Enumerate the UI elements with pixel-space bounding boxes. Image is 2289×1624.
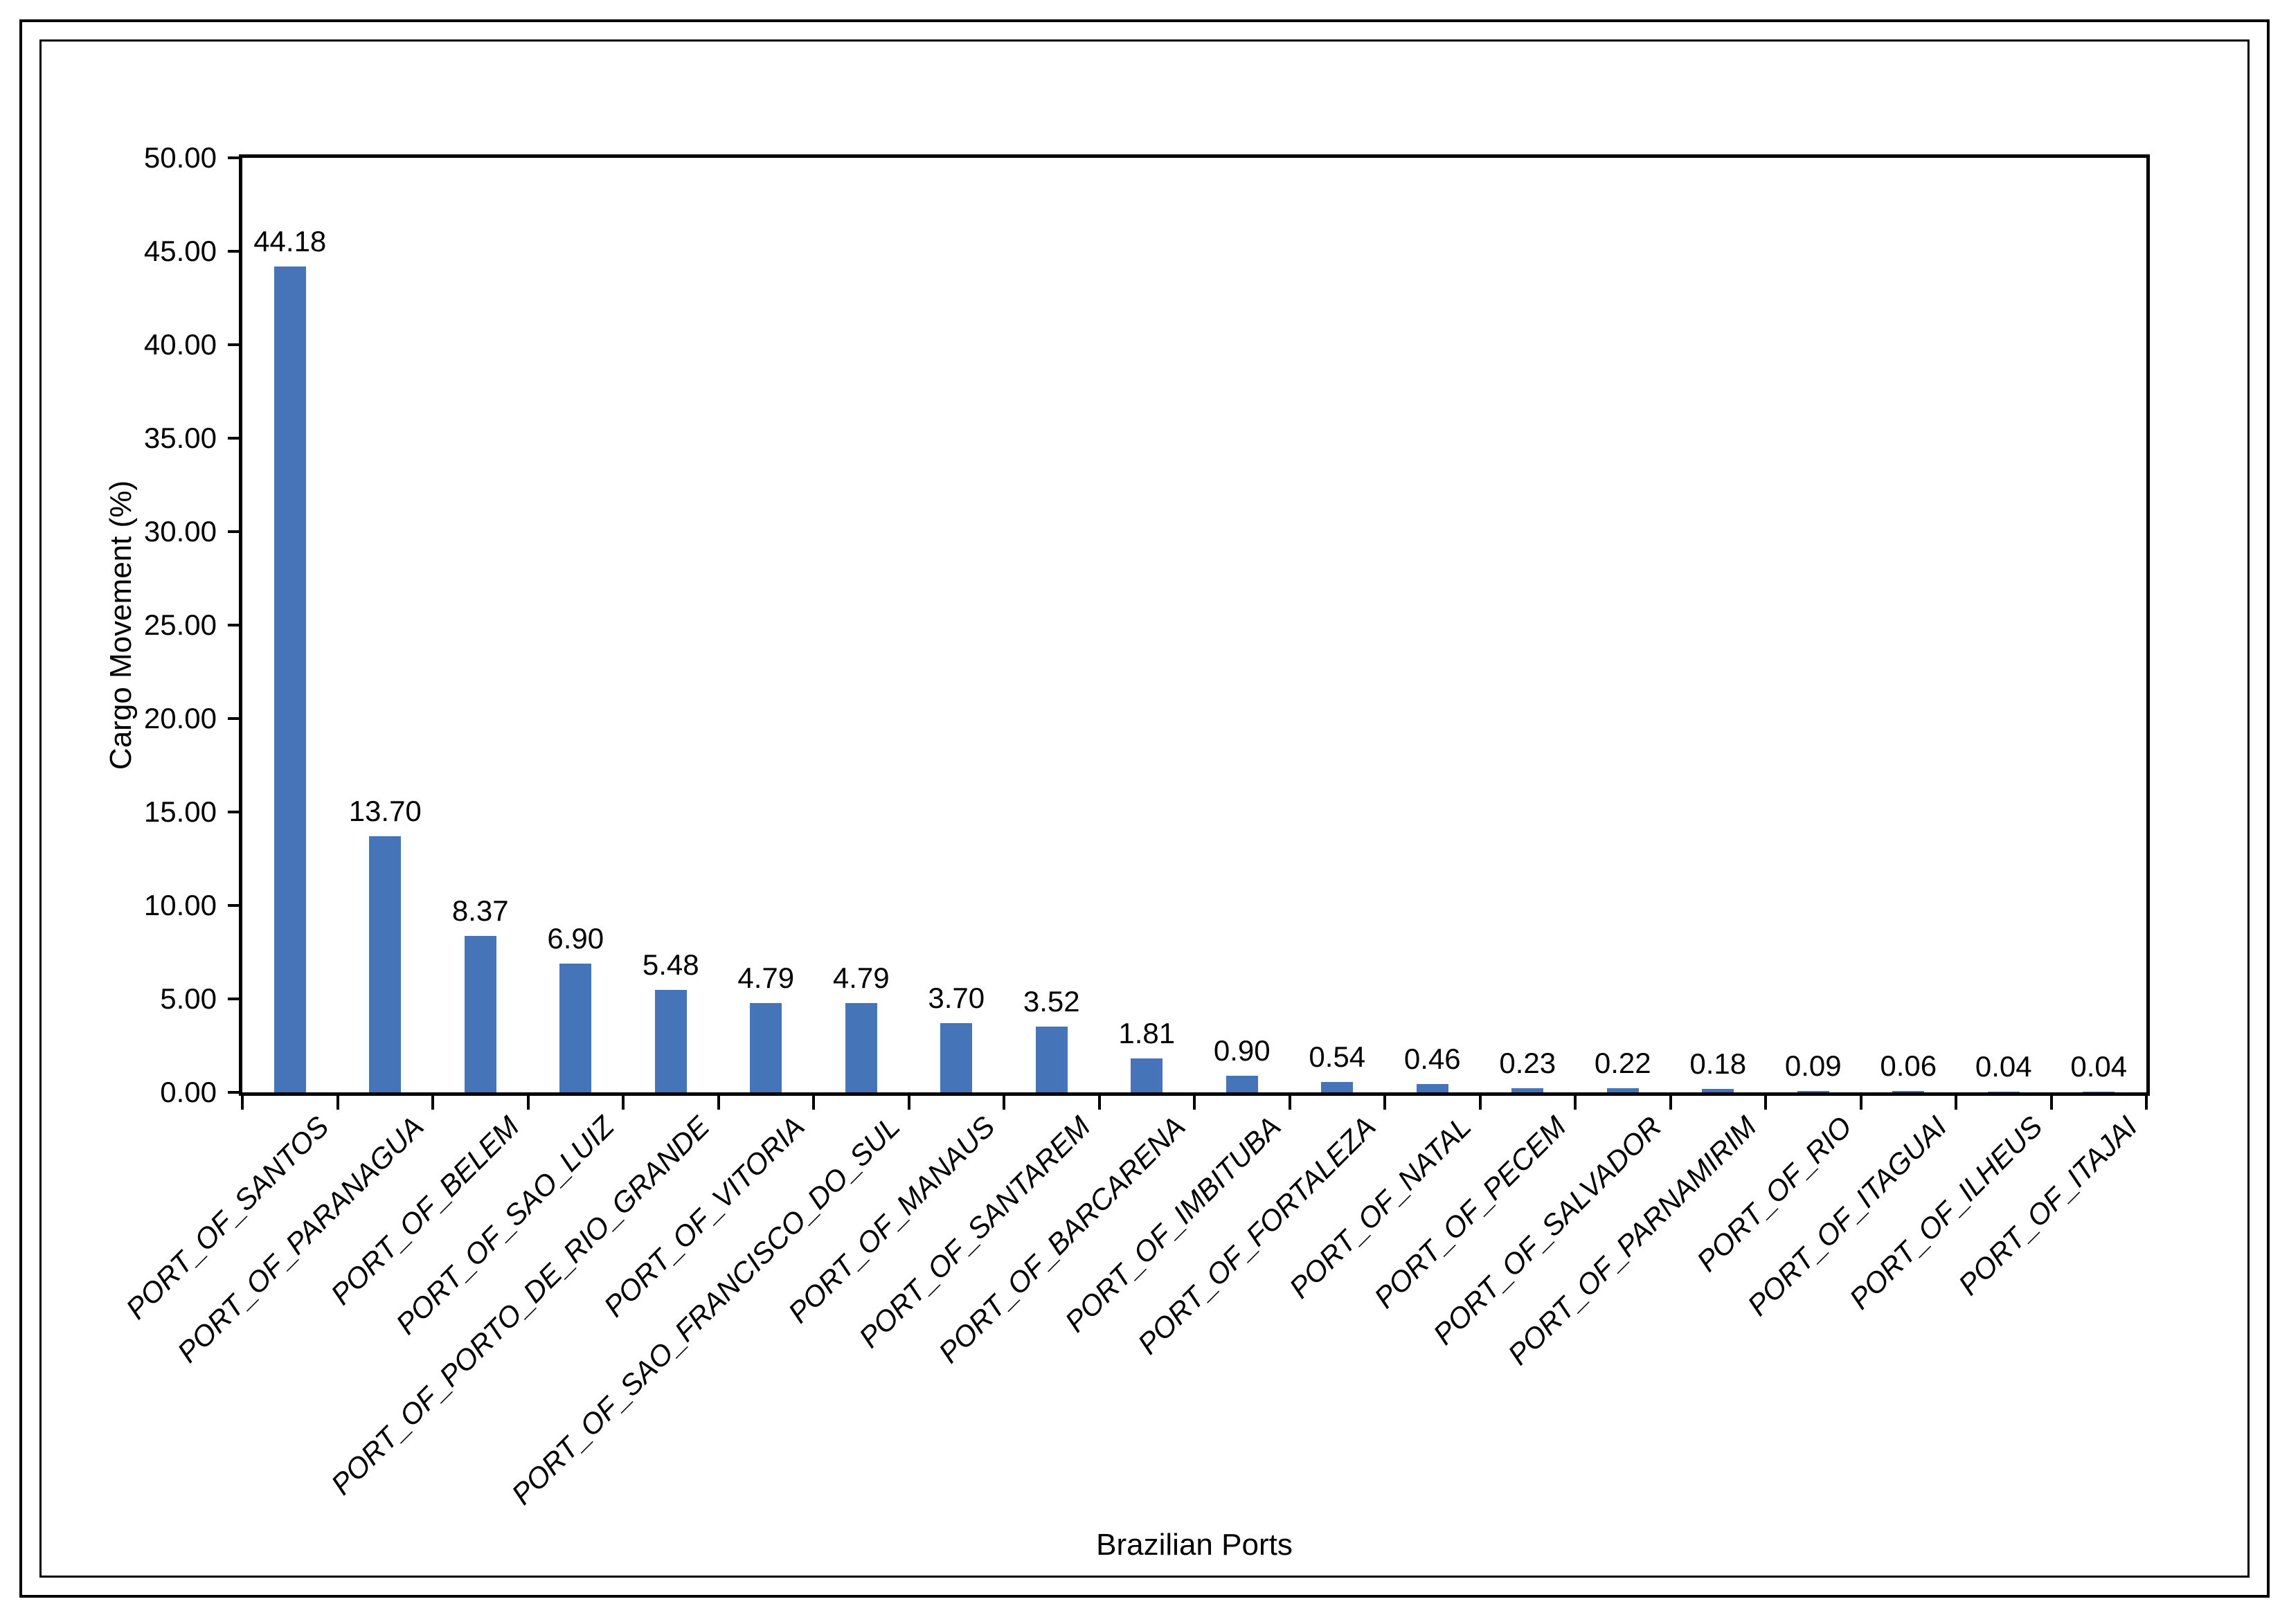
bar-value-label: 0.18 [1689, 1047, 1747, 1080]
y-tick-label: 45.00 [143, 235, 217, 267]
y-tick-label: 15.00 [143, 795, 217, 828]
bar [940, 1023, 973, 1092]
bar-value-label: 0.46 [1403, 1043, 1461, 1075]
bar-value-label: 0.06 [1880, 1049, 1937, 1082]
y-tick [228, 530, 242, 533]
y-tick-label: 30.00 [143, 515, 217, 548]
bar-value-label: 4.79 [737, 962, 795, 994]
bar [1797, 1091, 1829, 1092]
outer-border-frame [19, 19, 2270, 1598]
bar [1035, 1027, 1068, 1092]
x-tick [1478, 1096, 1482, 1110]
bar-value-label: 6.90 [547, 922, 604, 955]
x-tick [1288, 1096, 1291, 1110]
y-tick [228, 624, 242, 626]
x-tick [431, 1096, 434, 1110]
bar [559, 964, 592, 1092]
bar [1892, 1091, 1925, 1092]
bar [750, 1003, 782, 1092]
x-tick [241, 1096, 244, 1110]
bar-value-label: 3.70 [928, 982, 985, 1014]
bar-value-label: 1.81 [1118, 1017, 1176, 1049]
y-tick-label: 35.00 [143, 422, 217, 454]
x-tick [336, 1096, 339, 1110]
bar-value-label: 0.54 [1309, 1040, 1366, 1073]
bar [464, 936, 496, 1092]
y-tick-label: 10.00 [143, 889, 217, 921]
bar-value-label: 3.52 [1023, 985, 1080, 1018]
bar [1511, 1088, 1544, 1092]
y-tick-label: 20.00 [143, 702, 217, 734]
y-tick [228, 437, 242, 440]
bar [654, 990, 687, 1092]
x-tick [622, 1096, 625, 1110]
x-tick [2145, 1096, 2148, 1110]
x-tick [1859, 1096, 1862, 1110]
x-tick [812, 1096, 815, 1110]
bar [1606, 1088, 1639, 1092]
y-tick-label: 50.00 [143, 141, 217, 174]
x-tick [1383, 1096, 1386, 1110]
y-tick-label: 0.00 [160, 1076, 217, 1108]
x-tick [1669, 1096, 1672, 1110]
bar [1416, 1084, 1448, 1092]
x-tick [1574, 1096, 1577, 1110]
bar [1702, 1089, 1734, 1092]
y-tick [228, 811, 242, 813]
bar [845, 1003, 877, 1092]
bar-value-label: 5.48 [642, 948, 699, 981]
x-tick [717, 1096, 720, 1110]
y-tick [228, 1091, 242, 1094]
y-tick-label: 25.00 [143, 608, 217, 641]
x-tick [907, 1096, 910, 1110]
bar [1321, 1082, 1354, 1092]
y-tick [228, 717, 242, 720]
bar-value-label: 0.23 [1499, 1047, 1556, 1079]
bar [369, 836, 402, 1092]
bar-value-label: 0.90 [1213, 1034, 1271, 1067]
bar [1131, 1058, 1163, 1092]
y-tick [228, 343, 242, 346]
bar-value-label: 13.70 [348, 795, 422, 827]
bar-value-label: 8.37 [451, 894, 509, 927]
x-axis-title: Brazilian Ports [1096, 1528, 1293, 1562]
bar-value-label: 0.22 [1594, 1047, 1651, 1079]
x-tick [1097, 1096, 1101, 1110]
bar-value-label: 0.09 [1784, 1049, 1842, 1082]
bar-value-label: 0.04 [2070, 1050, 2128, 1083]
x-tick [2049, 1096, 2053, 1110]
inner-border-frame [39, 39, 2250, 1578]
y-tick [228, 250, 242, 253]
y-tick-label: 40.00 [143, 328, 217, 361]
y-tick [228, 998, 242, 1000]
bar [1226, 1076, 1258, 1092]
bar-value-label: 44.18 [253, 225, 327, 258]
y-tick [228, 156, 242, 159]
y-tick-label: 5.00 [160, 982, 217, 1015]
x-tick [1764, 1096, 1767, 1110]
bar [273, 267, 306, 1092]
x-tick [526, 1096, 530, 1110]
x-tick [1193, 1096, 1196, 1110]
bar-value-label: 4.79 [832, 962, 890, 994]
plot-area [239, 154, 2150, 1096]
bar-value-label: 0.04 [1975, 1050, 2032, 1083]
x-tick [1955, 1096, 1957, 1110]
y-tick [228, 904, 242, 907]
x-tick [1003, 1096, 1005, 1110]
